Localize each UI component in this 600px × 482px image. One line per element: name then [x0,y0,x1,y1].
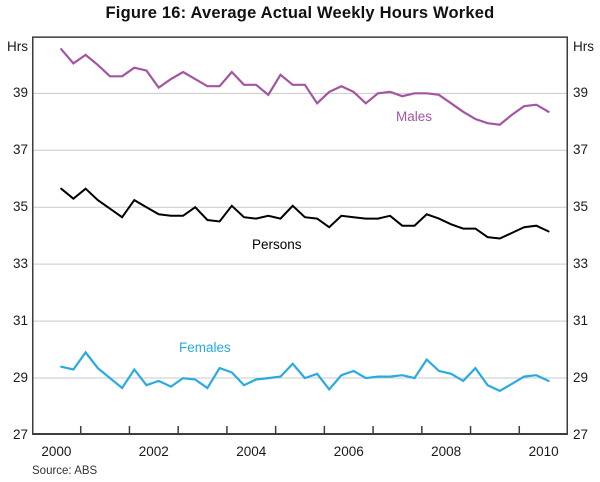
series-label-females: Females [179,340,231,355]
y-axis-unit-right: Hrs [573,39,594,54]
y-tick-label-left-35: 35 [12,199,28,215]
x-tick-label-2002: 2002 [138,444,169,459]
source-note: Source: ABS [32,465,98,477]
y-tick-label-left-33: 33 [12,256,28,272]
series-line-females [60,350,550,393]
series-line-males [60,48,550,126]
y-tick-label-left-37: 37 [12,142,28,158]
y-tick-label-left-39: 39 [12,85,28,101]
series-label-persons: Persons [252,237,302,252]
y-tick-label-right-37: 37 [573,142,589,158]
x-tick-label-2010: 2010 [528,444,559,459]
series-line-persons [60,187,550,240]
y-tick-label-left-27: 27 [12,427,28,442]
y-axis-unit-left: Hrs [7,39,28,54]
y-tick-label-right-33: 33 [573,256,589,272]
x-tick-label-2006: 2006 [333,444,364,459]
chart-title: Figure 16: Average Actual Weekly Hours W… [105,4,495,22]
y-tick-label-left-31: 31 [12,313,28,329]
y-tick-label-right-31: 31 [573,313,589,329]
x-tick-label-2004: 2004 [236,444,267,459]
y-tick-label-right-29: 29 [573,370,589,386]
y-tick-label-right-27: 27 [573,427,589,442]
series-label-males: Males [396,109,433,124]
x-tick-label-2008: 2008 [431,444,462,459]
y-tick-label-right-35: 35 [573,199,589,215]
x-tick-label-2000: 2000 [41,444,72,459]
y-tick-label-right-39: 39 [573,85,589,101]
y-tick-label-left-29: 29 [12,370,28,386]
